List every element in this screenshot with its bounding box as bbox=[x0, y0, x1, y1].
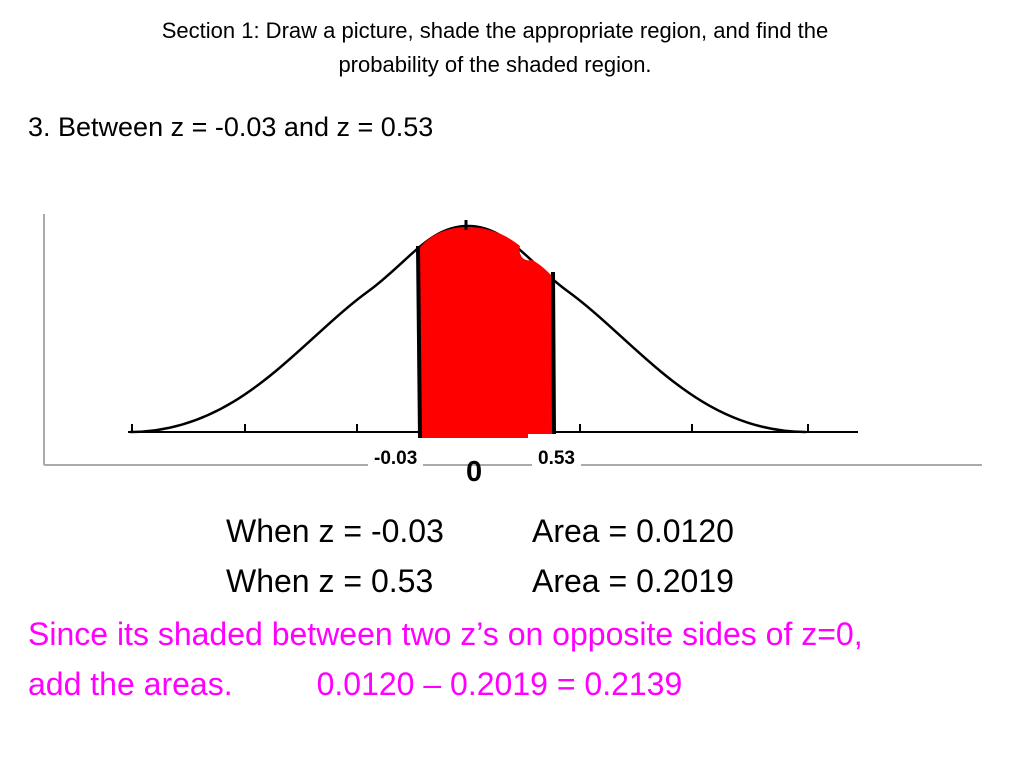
problem-statement: 3. Between z = -0.03 and z = 0.53 bbox=[28, 112, 434, 142]
center-zero-label: 0 bbox=[466, 456, 483, 488]
right-boundary-line bbox=[551, 271, 556, 435]
left-z-label: -0.03 bbox=[368, 448, 424, 470]
work-row-1-when: When z = -0.03 bbox=[226, 513, 444, 549]
tick-marks bbox=[131, 424, 809, 432]
conclusion-line-1: Since its shaded between two z’s on oppo… bbox=[28, 616, 863, 652]
bell-curve bbox=[129, 224, 807, 434]
work-row-1-area: Area = 0.0120 bbox=[532, 513, 734, 549]
section-header: Section 1: Draw a picture, shade the app… bbox=[0, 14, 990, 82]
work-row-2-area: Area = 0.2019 bbox=[532, 563, 734, 599]
conclusion-calculation: 0.0120 – 0.2019 = 0.2139 bbox=[316, 666, 683, 702]
work-row-2-when: When z = 0.53 bbox=[226, 563, 434, 599]
shaded-region bbox=[418, 227, 554, 438]
header-line-2: probability of the shaded region. bbox=[338, 52, 652, 77]
header-line-1: Section 1: Draw a picture, shade the app… bbox=[161, 18, 829, 43]
left-boundary-line bbox=[416, 245, 422, 439]
conclusion-line-2: add the areas. 0.0120 – 0.2019 = 0.2139 bbox=[28, 666, 682, 703]
right-z-label: 0.53 bbox=[532, 448, 581, 470]
conclusion-add-areas: add the areas. bbox=[28, 666, 233, 702]
